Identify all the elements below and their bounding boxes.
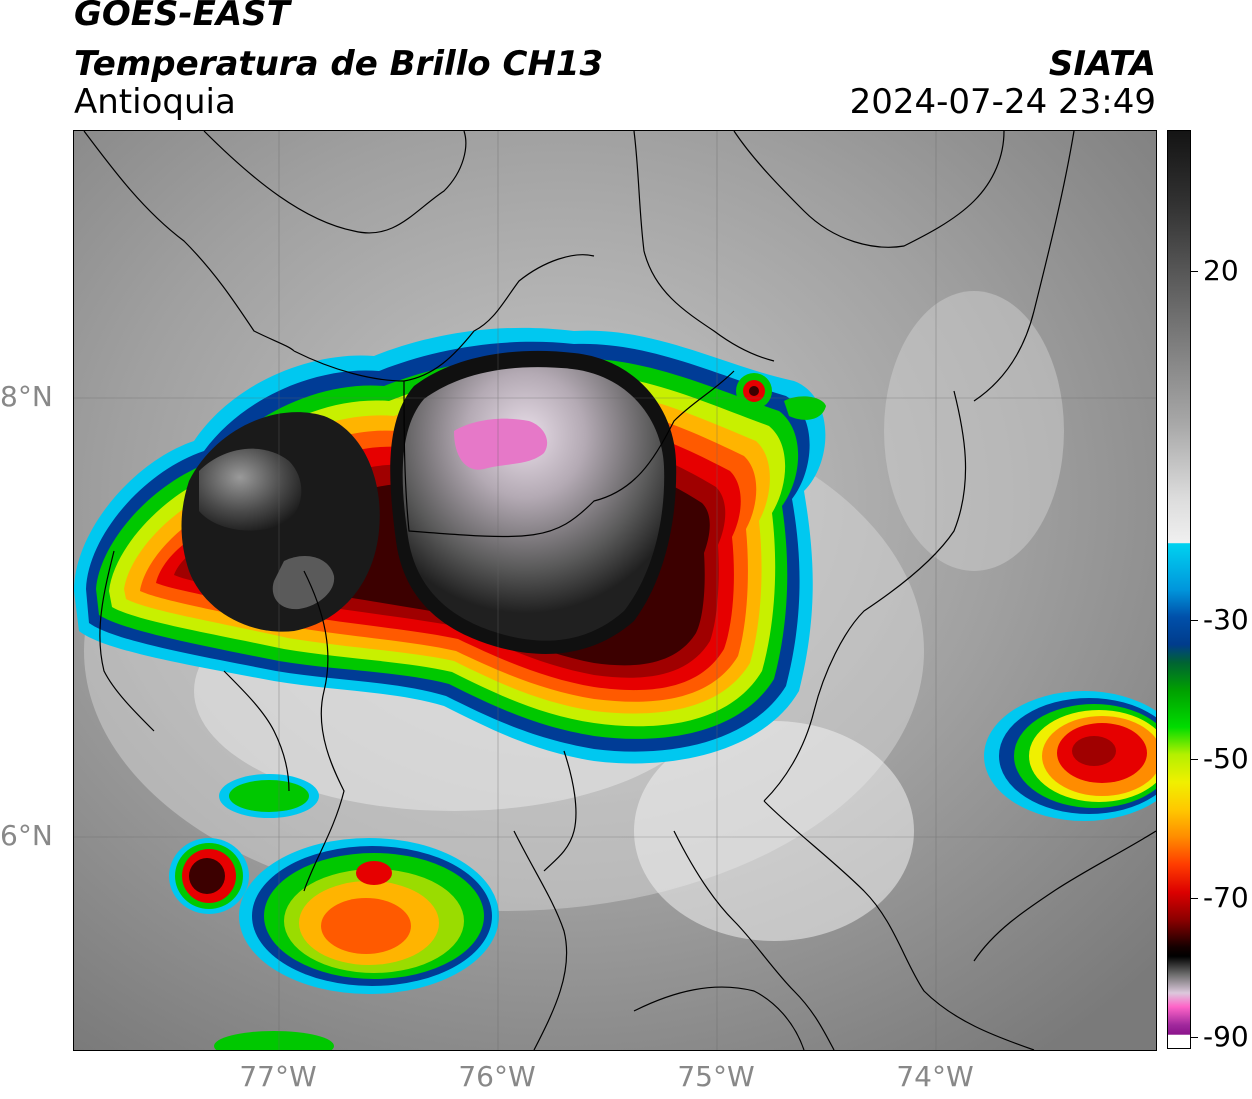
colorbar-label-minus50: -50	[1203, 742, 1249, 775]
lon-label-75W: 75°W	[677, 1060, 755, 1093]
lat-label-8N: 8°N	[0, 380, 53, 413]
colorbar	[1167, 130, 1191, 1049]
storm-core-west-inner	[199, 448, 302, 531]
coldest-top	[454, 418, 548, 470]
colorbar-label-minus90: -90	[1203, 1020, 1249, 1053]
storm-patch	[214, 1031, 334, 1050]
lon-label-77W: 77°W	[239, 1060, 317, 1093]
colorbar-label-minus70: -70	[1203, 881, 1249, 914]
lon-label-76W: 76°W	[458, 1060, 536, 1093]
map-title: GOES-EAST	[74, 0, 290, 34]
organization-label: SIATA	[1048, 44, 1156, 84]
graticule	[74, 131, 1156, 1050]
colorbar-label-minus30: -30	[1203, 603, 1249, 636]
lat-label-6N: 6°N	[0, 819, 53, 852]
bright-cloud-patch	[634, 721, 914, 941]
bright-cloud-patch	[884, 291, 1064, 571]
storm-southwest	[239, 838, 499, 994]
storm-core-east-inner	[402, 367, 665, 641]
colorbar-label-20: 20	[1203, 254, 1239, 287]
storm-east	[984, 691, 1156, 821]
satellite-map[interactable]	[73, 130, 1157, 1051]
storm-small-west	[169, 838, 249, 914]
region-label: Antioquia	[74, 82, 236, 122]
lon-label-74W: 74°W	[896, 1060, 974, 1093]
timestamp-label: 2024-07-24 23:49	[849, 82, 1156, 122]
product-title: Temperatura de Brillo CH13	[74, 44, 604, 84]
department-borders	[83, 131, 1156, 1050]
